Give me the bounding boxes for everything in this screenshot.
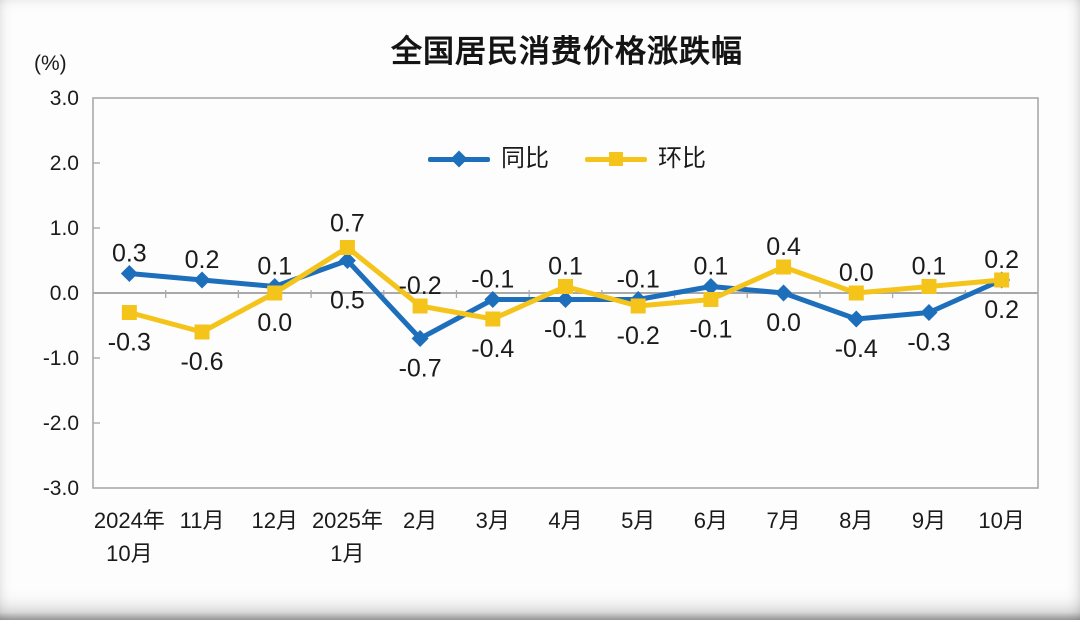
series-tongbi-data-label: 0.1 [257, 253, 292, 281]
series-tongbi-marker [920, 304, 938, 321]
series-huanbi-data-label: -0.4 [471, 335, 514, 363]
series-tongbi-marker [193, 271, 211, 289]
series-huanbi-marker [339, 240, 355, 255]
x-axis-category-label: 8月 [839, 508, 873, 533]
chart-legend: 同比 环比 [94, 147, 1040, 171]
x-axis-category-label: 9月 [912, 508, 946, 533]
series-huanbi-data-label: 0.0 [257, 309, 292, 337]
x-axis-category-label: 3月 [476, 508, 510, 533]
series-tongbi-data-label: 0.5 [330, 287, 365, 315]
series-tongbi-marker [775, 284, 793, 302]
series-huanbi-marker [630, 298, 646, 314]
y-axis-tick-label: 1.0 [50, 217, 79, 240]
legend-item-huanbi: 环比 [585, 147, 706, 171]
x-axis-category-label: 6月 [694, 508, 728, 533]
series-tongbi-data-label: -0.4 [835, 335, 878, 363]
y-axis-tick-label: -1.0 [43, 347, 79, 370]
chart-title: 全国居民消费价格涨跌幅 [391, 34, 743, 69]
x-axis-category-label: 12月 [251, 508, 297, 533]
series-tongbi-marker [702, 278, 720, 295]
series-tongbi-data-label: -0.7 [399, 355, 442, 383]
x-axis-category-label: 11月 [180, 508, 225, 533]
series-tongbi-data-label: -0.1 [471, 266, 514, 294]
series-huanbi-marker [412, 298, 428, 314]
tongbi-line-sample [428, 150, 490, 168]
series-tongbi-marker [338, 252, 356, 269]
y-axis-tick-label: 3.0 [50, 87, 79, 110]
x-axis-category-label: 2月 [403, 508, 437, 533]
series-huanbi-marker [485, 311, 501, 327]
series-huanbi-data-label: -0.1 [689, 316, 732, 344]
series-huanbi-data-label: 0.2 [984, 246, 1019, 274]
series-tongbi-data-label: 0.0 [766, 309, 801, 337]
y-axis-tick-label: 0.0 [50, 282, 79, 305]
series-huanbi-marker [558, 279, 573, 294]
series-tongbi-marker [120, 265, 138, 282]
series-tongbi-marker [557, 291, 574, 308]
x-axis-category-label: 2025年 1月 [312, 508, 383, 566]
series-tongbi-data-label: 0.2 [185, 246, 220, 274]
series-tongbi-marker [847, 310, 865, 328]
series-tongbi-data-label: -0.1 [617, 266, 660, 294]
series-huanbi-marker [194, 324, 210, 340]
series-huanbi-data-label: 0.4 [766, 233, 801, 261]
series-huanbi-marker [994, 272, 1010, 288]
series-tongbi-data-label: -0.3 [907, 329, 950, 357]
y-axis-tick-label: 2.0 [50, 152, 79, 175]
series-huanbi-data-label: 0.0 [839, 259, 874, 287]
x-axis-category-label: 5月 [621, 508, 655, 533]
x-axis-category-label: 4月 [548, 508, 582, 533]
series-huanbi-data-label: 0.1 [548, 253, 583, 281]
square-marker-icon [609, 152, 623, 166]
y-axis-tick-label: -3.0 [43, 477, 79, 500]
series-tongbi-marker [411, 330, 429, 347]
series-huanbi-data-label: 0.7 [330, 210, 365, 238]
series-huanbi-data-label: -0.2 [399, 272, 442, 300]
huanbi-line-sample [585, 150, 647, 168]
series-tongbi-data-label: 0.1 [694, 253, 729, 281]
series-huanbi-marker [776, 259, 792, 275]
x-axis-category-label: 10月 [978, 508, 1024, 533]
series-tongbi-data-label: 0.2 [984, 296, 1019, 324]
series-huanbi-marker [703, 292, 719, 307]
legend-label-tongbi: 同比 [501, 145, 549, 172]
legend-label-huanbi: 环比 [658, 145, 706, 172]
series-huanbi-marker [121, 305, 137, 320]
series-huanbi-marker [848, 285, 864, 301]
x-axis-category-label: 7月 [766, 508, 800, 533]
series-tongbi-marker [484, 291, 502, 308]
series-huanbi-data-label: -0.3 [108, 329, 151, 357]
series-tongbi-data-label: 0.3 [112, 240, 147, 268]
series-huanbi-data-label: 0.1 [912, 253, 947, 281]
y-axis-tick-label: -2.0 [43, 412, 79, 435]
y-axis-unit-label: (%) [34, 52, 67, 75]
series-tongbi-data-label: -0.1 [544, 316, 587, 344]
legend-item-tongbi: 同比 [428, 147, 549, 171]
series-huanbi-data-label: -0.6 [180, 348, 223, 376]
x-axis-category-label: 2024年 10月 [94, 508, 165, 566]
series-huanbi-marker [921, 279, 937, 294]
series-huanbi-marker [267, 285, 283, 301]
series-huanbi-data-label: -0.2 [617, 322, 660, 350]
diamond-marker-icon [450, 150, 468, 168]
